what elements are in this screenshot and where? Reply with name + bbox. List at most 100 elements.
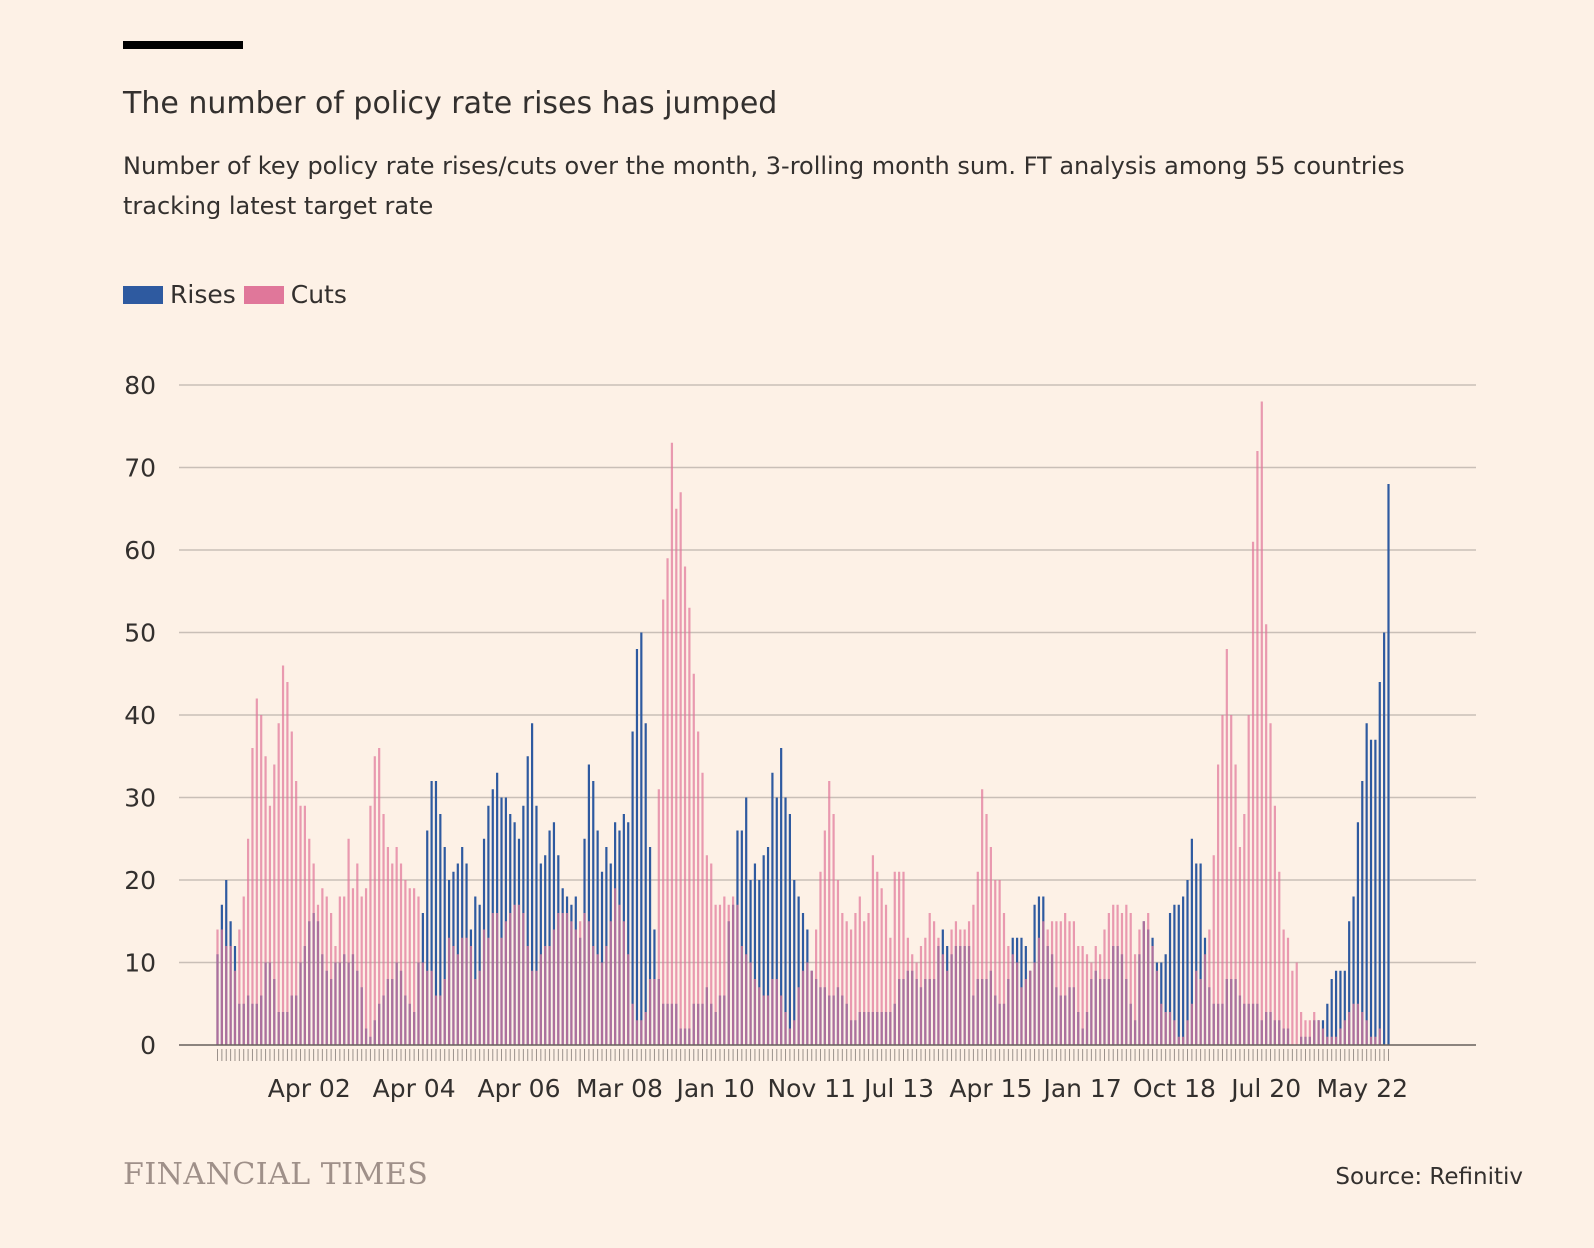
bar-cuts	[1356, 1003, 1360, 1045]
bar-cuts	[544, 946, 547, 1045]
bar-cuts	[535, 970, 538, 1045]
bar-cuts	[373, 756, 376, 1045]
bar-rises	[587, 764, 590, 1045]
bar-cuts	[474, 979, 477, 1045]
bar-cuts	[443, 979, 446, 1045]
bar-cuts	[552, 929, 556, 1045]
bar-cuts	[1037, 937, 1041, 1045]
bar-rises	[1186, 880, 1189, 1045]
bar-cuts	[478, 970, 481, 1045]
bar-cuts	[701, 772, 704, 1045]
bar-rises	[635, 649, 639, 1045]
bar-cuts	[565, 913, 569, 1045]
bar-cuts	[810, 970, 813, 1045]
bar-cuts	[714, 904, 717, 1045]
bar-cuts	[928, 913, 931, 1045]
bar-cuts	[570, 921, 573, 1045]
bar-cuts	[1321, 1028, 1325, 1045]
bar-rises	[1339, 970, 1342, 1045]
bar-cuts	[1326, 1036, 1329, 1045]
bar-rises	[762, 855, 765, 1045]
bar-cuts	[605, 946, 608, 1045]
bar-cuts	[1304, 1020, 1307, 1045]
bar-cuts	[1199, 979, 1202, 1045]
x-tick-label: Nov 11	[767, 1074, 856, 1103]
bar-rises	[797, 896, 800, 1045]
bar-cuts	[823, 830, 826, 1045]
bar-cuts	[775, 979, 778, 1045]
bar-cuts	[1055, 921, 1058, 1045]
x-tick-label: Oct 18	[1133, 1074, 1216, 1103]
bar-rises	[1195, 863, 1198, 1045]
bar-cuts	[618, 904, 621, 1045]
bar-cuts	[1138, 929, 1141, 1045]
bar-cuts	[255, 698, 258, 1045]
bar-cuts	[976, 871, 979, 1045]
legend-label-rises: Rises	[170, 280, 236, 309]
bar-cuts	[954, 921, 958, 1045]
bar-cuts	[583, 913, 586, 1045]
bar-cuts	[631, 1003, 634, 1045]
bar-cuts	[1369, 1036, 1373, 1045]
bar-cuts	[303, 805, 306, 1045]
bar-rises	[430, 781, 433, 1045]
x-tick-label: Apr 02	[268, 1074, 351, 1103]
bar-cuts	[330, 913, 333, 1045]
bar-rises	[1361, 781, 1364, 1045]
bar-cuts	[1029, 970, 1032, 1045]
bar-cuts	[648, 979, 652, 1045]
bar-cuts	[893, 871, 896, 1045]
bar-rises	[1173, 904, 1176, 1045]
bar-rises	[1352, 896, 1355, 1045]
bar-cuts	[1107, 913, 1110, 1045]
bar-rises	[627, 822, 630, 1045]
bar-cuts	[216, 929, 219, 1045]
bar-cuts	[251, 748, 254, 1045]
bar-cuts	[1234, 764, 1237, 1045]
bar-cuts	[924, 937, 927, 1045]
bar-cuts	[356, 863, 359, 1045]
bar-cuts	[815, 929, 818, 1045]
cuts-bars	[216, 401, 1381, 1045]
bar-cuts	[915, 962, 918, 1045]
bar-cuts	[1186, 1020, 1189, 1045]
bar-rises	[740, 830, 743, 1045]
bar-cuts	[1173, 1020, 1176, 1045]
bar-cuts	[1221, 715, 1224, 1045]
bar-cuts	[465, 937, 468, 1045]
bar-cuts	[710, 863, 713, 1045]
bar-cuts	[797, 987, 800, 1045]
bar-cuts	[801, 970, 805, 1045]
bar-rises	[784, 797, 787, 1045]
bar-rises	[1168, 913, 1172, 1045]
bar-cuts	[526, 946, 529, 1045]
bar-cuts	[1042, 921, 1045, 1045]
bar-cuts	[670, 442, 674, 1045]
legend-item-cuts: Cuts	[243, 280, 347, 309]
bar-cuts	[985, 814, 988, 1045]
bar-cuts	[299, 805, 302, 1045]
bar-rises	[500, 797, 503, 1045]
bar-cuts	[439, 995, 442, 1045]
bar-cuts	[683, 566, 687, 1045]
bar-rises	[1369, 739, 1373, 1045]
bar-cuts	[766, 995, 770, 1045]
bar-cuts	[246, 838, 250, 1045]
bar-rises	[745, 797, 748, 1045]
bar-cuts	[1081, 946, 1084, 1045]
y-tick-label: 40	[124, 701, 156, 730]
bar-rises	[780, 748, 783, 1045]
bar-cuts	[1308, 1020, 1311, 1045]
bar-cuts	[854, 913, 857, 1045]
legend-swatch-cuts	[243, 285, 284, 304]
bar-cuts	[740, 946, 743, 1045]
bar-cuts	[758, 987, 761, 1045]
bar-cuts	[517, 904, 521, 1045]
bar-cuts	[1020, 987, 1023, 1045]
bar-rises	[788, 814, 791, 1045]
bar-cuts	[487, 937, 490, 1045]
bar-cuts	[1142, 921, 1145, 1045]
bar-cuts	[950, 929, 953, 1045]
bar-cuts	[325, 896, 328, 1045]
bar-cuts	[1120, 913, 1124, 1045]
